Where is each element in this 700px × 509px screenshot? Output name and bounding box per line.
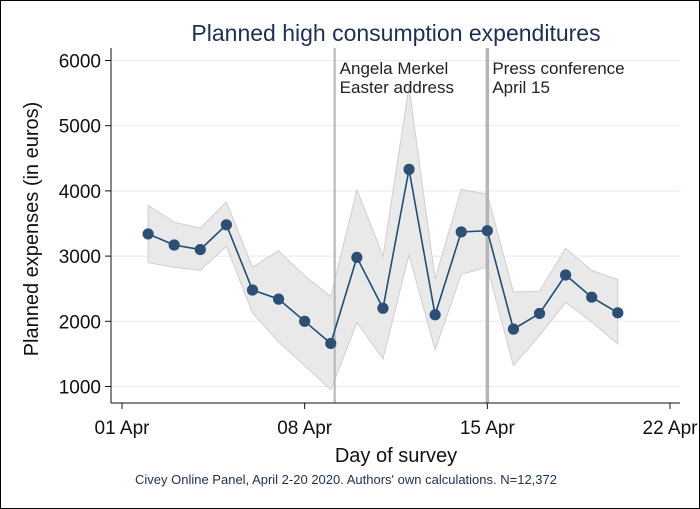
data-point <box>351 251 363 264</box>
data-point <box>481 225 493 237</box>
y-tick-label: 3000 <box>59 247 101 268</box>
data-point <box>586 291 598 303</box>
y-axis-label: Planned expenses (in euros) <box>21 102 43 357</box>
event-annotation: Easter address <box>340 78 454 97</box>
data-point <box>325 337 337 350</box>
event-annotation: April 15 <box>492 78 550 97</box>
data-point <box>612 307 624 319</box>
y-tick-label: 5000 <box>59 117 101 138</box>
x-tick-label: 01 Apr <box>95 418 151 439</box>
data-point <box>533 307 546 320</box>
ci-band <box>147 86 619 391</box>
data-point <box>507 323 520 335</box>
data-point <box>272 293 285 305</box>
chart-title: Planned high consumption expenditures <box>191 20 600 46</box>
confidence-band <box>147 86 619 391</box>
x-axis-label: Day of survey <box>335 445 457 467</box>
data-point <box>455 226 467 238</box>
data-point <box>377 302 389 314</box>
x-tick-label: 15 Apr <box>460 418 516 439</box>
source-note: Civey Online Panel, April 2-20 2020. Aut… <box>135 472 557 487</box>
data-point <box>403 163 415 175</box>
data-point <box>194 243 206 256</box>
y-tick-label: 6000 <box>59 52 101 73</box>
data-point <box>168 239 180 251</box>
data-point <box>299 315 311 327</box>
data-point <box>142 228 154 240</box>
x-tick-label: 08 Apr <box>277 418 333 439</box>
y-tick-label: 1000 <box>59 378 101 399</box>
data-point <box>220 219 232 231</box>
axes: 1000 2000 3000 4000 5000 6000 01 Apr 08 Apr 15 A… <box>59 48 698 439</box>
series-line <box>142 163 624 350</box>
data-point <box>560 269 572 281</box>
data-point <box>246 284 259 296</box>
event-annotation: Angela Merkel <box>340 59 449 78</box>
x-tick-label: 22 Apr <box>643 418 699 439</box>
y-tick-label: 2000 <box>59 312 101 333</box>
y-tick-label: 4000 <box>59 182 101 203</box>
data-point <box>429 309 441 321</box>
event-annotation: Press conference <box>492 59 624 78</box>
